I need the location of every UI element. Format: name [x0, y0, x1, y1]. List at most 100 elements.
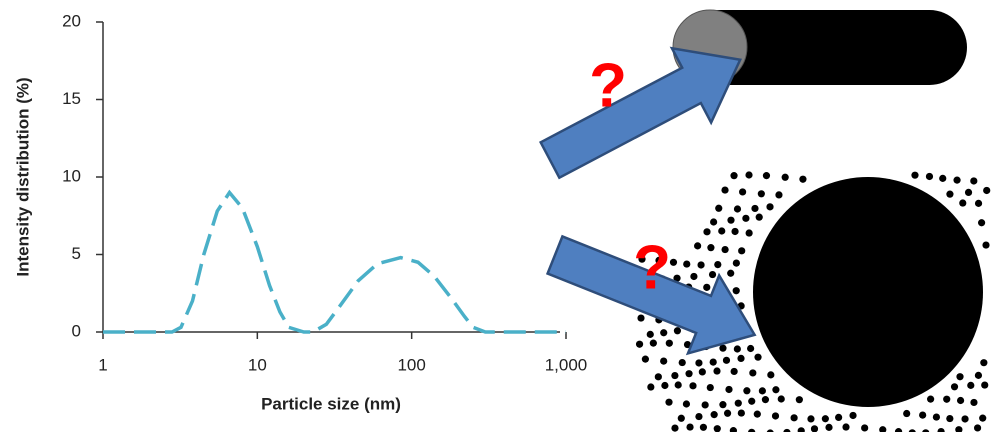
- particle: [730, 427, 737, 432]
- particle: [772, 386, 779, 393]
- particle: [754, 354, 761, 361]
- particle: [926, 173, 933, 180]
- particle: [679, 359, 686, 366]
- particle: [715, 205, 722, 212]
- y-tick-label: 5: [72, 244, 81, 263]
- particle: [754, 411, 761, 418]
- particle: [975, 372, 982, 379]
- particle: [955, 426, 962, 432]
- particle: [758, 190, 765, 197]
- particle: [961, 415, 968, 422]
- particle: [738, 409, 745, 416]
- particle: [721, 246, 728, 253]
- particle: [711, 411, 718, 418]
- particle: [799, 176, 806, 183]
- particle: [782, 174, 789, 181]
- particle: [933, 413, 940, 420]
- particle: [807, 415, 814, 422]
- particle: [970, 399, 977, 406]
- particle: [733, 287, 740, 294]
- particle: [974, 424, 981, 431]
- particle: [689, 382, 696, 389]
- particle: [724, 410, 731, 417]
- particle: [778, 395, 785, 402]
- particle: [636, 341, 643, 348]
- particle: [702, 401, 709, 408]
- particle: [714, 261, 721, 268]
- particle: [695, 413, 702, 420]
- y-axis-label: Intensity distribution (%): [13, 77, 32, 276]
- particle: [835, 414, 842, 421]
- particle: [772, 412, 779, 419]
- particle: [710, 218, 717, 225]
- particle: [825, 424, 832, 431]
- particle: [959, 199, 966, 206]
- particle: [671, 372, 678, 379]
- particle: [719, 345, 726, 352]
- y-tick-label: 15: [62, 89, 81, 108]
- particle: [879, 426, 886, 432]
- particle: [743, 387, 750, 394]
- particle: [670, 259, 677, 266]
- particle: [647, 331, 654, 338]
- particle: [842, 423, 849, 430]
- particle: [982, 241, 989, 248]
- particle: [735, 400, 742, 407]
- particle: [709, 271, 716, 278]
- particle: [675, 381, 682, 388]
- particle: [674, 327, 681, 334]
- particle: [748, 398, 755, 405]
- particle: [723, 357, 730, 364]
- particle: [719, 401, 726, 408]
- particle: [919, 412, 926, 419]
- particle: [686, 423, 693, 430]
- particle: [683, 400, 690, 407]
- particle: [714, 425, 721, 432]
- particle: [762, 396, 769, 403]
- particle: [733, 260, 740, 267]
- x-tick-label: 1: [98, 355, 107, 374]
- particle: [849, 412, 856, 419]
- particle: [749, 369, 756, 376]
- particle: [981, 381, 988, 388]
- x-tick-label: 1,000: [545, 355, 588, 374]
- particle: [731, 368, 738, 375]
- particle: [699, 368, 706, 375]
- particle: [700, 424, 707, 431]
- particle: [713, 367, 720, 374]
- y-tick-label: 20: [62, 11, 81, 30]
- x-tick-label: 10: [248, 355, 267, 374]
- particle: [647, 383, 654, 390]
- particle: [642, 356, 649, 363]
- x-tick-label: 100: [397, 355, 425, 374]
- particle: [939, 175, 946, 182]
- question-mark: ?: [633, 233, 671, 302]
- particle: [822, 415, 829, 422]
- particle: [967, 382, 974, 389]
- particle: [661, 382, 668, 389]
- particle: [798, 427, 805, 432]
- particle: [791, 414, 798, 421]
- particle: [734, 205, 741, 212]
- particle: [734, 345, 741, 352]
- particle: [775, 191, 782, 198]
- particle: [660, 329, 667, 336]
- particle: [979, 415, 986, 422]
- particle: [956, 373, 963, 380]
- particle: [745, 171, 752, 178]
- y-tick-label: 0: [72, 321, 81, 340]
- particle: [953, 177, 960, 184]
- particle: [763, 172, 770, 179]
- particle: [980, 359, 987, 366]
- particle: [747, 345, 754, 352]
- particle: [707, 244, 714, 251]
- particle: [727, 217, 734, 224]
- particle: [685, 370, 692, 377]
- question-mark: ?: [589, 51, 627, 120]
- particle: [731, 228, 738, 235]
- particle: [895, 428, 902, 432]
- particle: [655, 373, 662, 380]
- figure: Particle size (nm) Intensity distributio…: [0, 0, 992, 432]
- particle: [751, 205, 758, 212]
- particle: [683, 260, 690, 267]
